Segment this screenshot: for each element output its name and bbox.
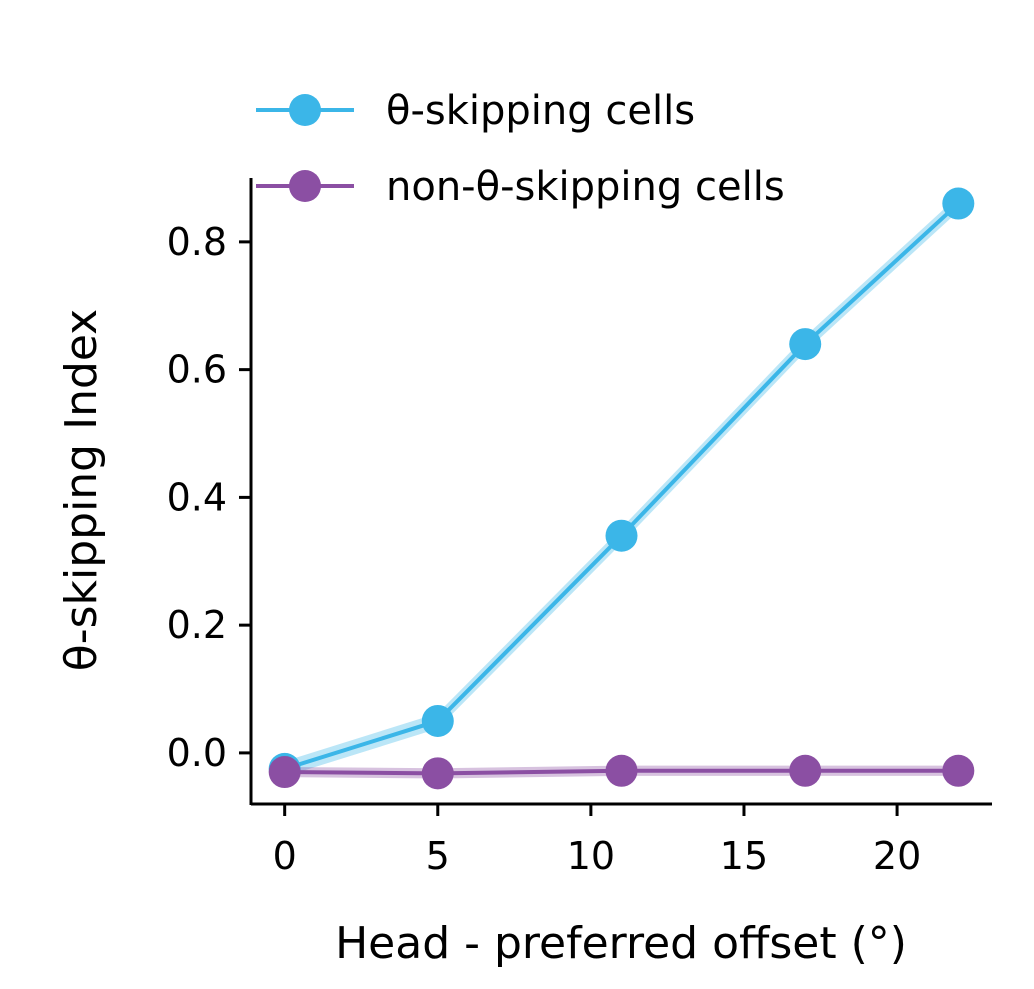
series-1-point xyxy=(421,757,454,790)
series-0-line xyxy=(284,202,960,771)
y-tick-label: 0.8 xyxy=(167,220,227,264)
series-markers xyxy=(268,187,975,790)
series-1-point xyxy=(605,754,638,787)
legend-marker xyxy=(289,94,321,126)
x-tick-label: 0 xyxy=(273,834,297,878)
x-tick-label: 20 xyxy=(873,834,921,878)
legend: θ-skipping cells non-θ-skipping cells xyxy=(256,88,785,210)
legend-marker xyxy=(289,170,321,202)
y-tick-label: 0.4 xyxy=(167,475,227,519)
series-0-band xyxy=(284,195,959,777)
series-0-point xyxy=(605,519,638,552)
series-1-point xyxy=(942,754,975,787)
y-ticks: 0.0 0.2 0.4 0.6 0.8 xyxy=(167,220,251,775)
series-0-point xyxy=(421,704,454,737)
series-1-point xyxy=(789,754,822,787)
series-0-point xyxy=(942,187,975,220)
confidence-bands xyxy=(284,195,959,779)
x-tick-label: 15 xyxy=(720,834,768,878)
y-tick-label: 0.2 xyxy=(167,603,227,647)
series-0-point xyxy=(789,328,822,361)
x-tick-label: 10 xyxy=(567,834,615,878)
y-tick-label: 0.0 xyxy=(167,731,227,775)
x-ticks: 0 5 10 15 20 xyxy=(273,804,921,878)
y-axis-title: θ-skipping Index xyxy=(56,309,107,671)
y-tick-label: 0.6 xyxy=(167,348,227,392)
legend-label: non-θ-skipping cells xyxy=(386,164,785,210)
series-1-point xyxy=(268,756,301,789)
x-axis-title: Head - preferred offset (°) xyxy=(335,918,907,969)
legend-label: θ-skipping cells xyxy=(386,88,695,134)
x-tick-label: 5 xyxy=(426,834,450,878)
